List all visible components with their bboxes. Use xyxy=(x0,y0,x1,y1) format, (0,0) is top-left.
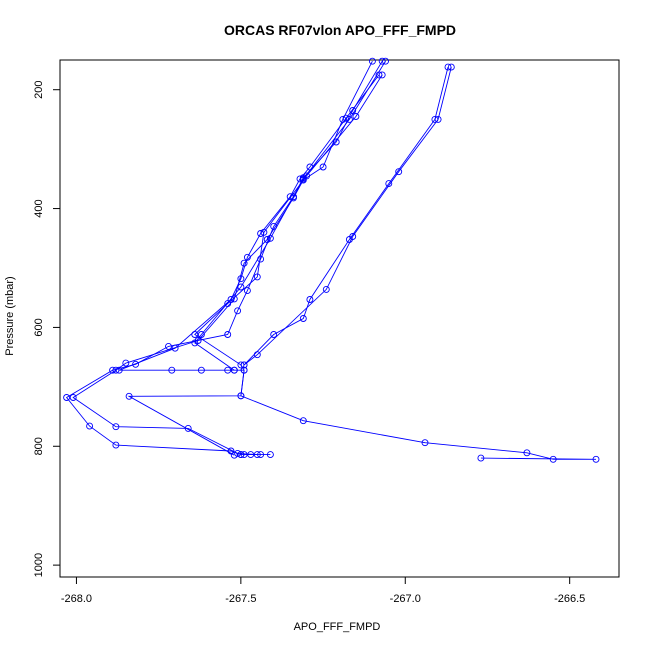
x-axis-label: APO_FFF_FMPD xyxy=(294,621,381,633)
data-point xyxy=(224,366,232,374)
data-point xyxy=(243,253,251,261)
data-point xyxy=(523,449,531,457)
data-point xyxy=(306,296,314,303)
data-point xyxy=(263,236,271,243)
plot-frame xyxy=(59,59,620,578)
data-point xyxy=(260,228,268,236)
data-point xyxy=(240,361,248,369)
series-line xyxy=(243,66,449,366)
x-axis: -268.0 -267.5 -267.0 -266.5 xyxy=(61,577,585,605)
data-point xyxy=(303,172,311,180)
data-point xyxy=(382,57,389,65)
data-point xyxy=(132,360,140,368)
data-point xyxy=(395,168,403,176)
x-tick-label: -268.0 xyxy=(61,593,92,605)
y-tick-label: 200 xyxy=(33,81,45,99)
data-point xyxy=(197,331,205,338)
data-point xyxy=(421,439,429,447)
x-tick-label: -267.0 xyxy=(390,593,421,605)
data-point xyxy=(477,454,485,462)
data-point xyxy=(237,283,245,291)
data-point xyxy=(240,259,248,267)
y-axis: 200 400 600 800 1000 xyxy=(33,81,60,577)
y-tick-label: 600 xyxy=(33,318,45,336)
data-point xyxy=(112,441,120,449)
data-point xyxy=(184,424,192,432)
series-line xyxy=(194,60,386,371)
x-tick-label: -267.5 xyxy=(225,593,256,605)
data-point xyxy=(237,275,245,283)
data-point xyxy=(69,394,77,401)
data-point xyxy=(237,392,245,400)
data-point xyxy=(122,359,130,367)
data-point xyxy=(240,366,248,374)
data-point xyxy=(342,114,350,122)
data-point xyxy=(86,422,94,430)
series-line xyxy=(194,74,597,460)
data-point xyxy=(322,285,330,293)
data-point xyxy=(368,57,376,65)
data-point xyxy=(319,163,327,171)
series-line xyxy=(72,60,373,456)
data-point xyxy=(240,451,248,459)
data-point xyxy=(168,366,176,374)
data-point xyxy=(191,331,199,338)
y-tick-label: 800 xyxy=(33,437,45,455)
x-tick-label: -266.5 xyxy=(554,593,585,605)
data-point xyxy=(237,451,245,459)
data-point xyxy=(171,344,179,352)
chart-title: ORCAS RF07vlon APO_FFF_FMPD xyxy=(224,22,456,38)
data-point xyxy=(237,361,245,369)
y-tick-label: 400 xyxy=(33,199,45,217)
data-point xyxy=(234,307,242,315)
data-point xyxy=(230,451,238,459)
data-point xyxy=(191,339,199,347)
data-point xyxy=(253,451,261,459)
data-point xyxy=(378,71,386,79)
series-layer xyxy=(63,57,600,463)
data-point xyxy=(345,236,353,243)
data-point xyxy=(444,63,452,71)
data-point xyxy=(243,287,251,295)
data-point xyxy=(253,273,261,281)
data-point xyxy=(270,331,278,338)
y-tick-label: 1000 xyxy=(33,553,45,577)
data-point xyxy=(431,115,439,123)
y-axis-label: Pressure (mbar) xyxy=(4,276,16,355)
data-point xyxy=(299,315,307,322)
data-point xyxy=(447,63,455,71)
data-point xyxy=(266,234,274,242)
data-point xyxy=(224,300,232,308)
data-point xyxy=(125,392,133,400)
data-point xyxy=(299,417,307,425)
data-point xyxy=(224,331,232,338)
data-point xyxy=(112,366,120,374)
data-point xyxy=(230,366,238,374)
data-point xyxy=(345,115,353,123)
data-point xyxy=(549,455,557,463)
data-point xyxy=(115,366,123,374)
data-point xyxy=(385,180,393,188)
data-point xyxy=(234,449,242,457)
data-point xyxy=(592,455,600,463)
data-point xyxy=(227,296,235,303)
data-point xyxy=(227,447,235,455)
data-point xyxy=(112,423,120,431)
data-point xyxy=(266,451,274,459)
series-5 xyxy=(191,57,389,374)
series-3 xyxy=(69,57,376,459)
series-8 xyxy=(240,63,452,369)
data-point xyxy=(197,366,205,374)
data-point xyxy=(257,451,265,459)
data-point xyxy=(352,113,360,120)
data-point xyxy=(63,394,71,401)
